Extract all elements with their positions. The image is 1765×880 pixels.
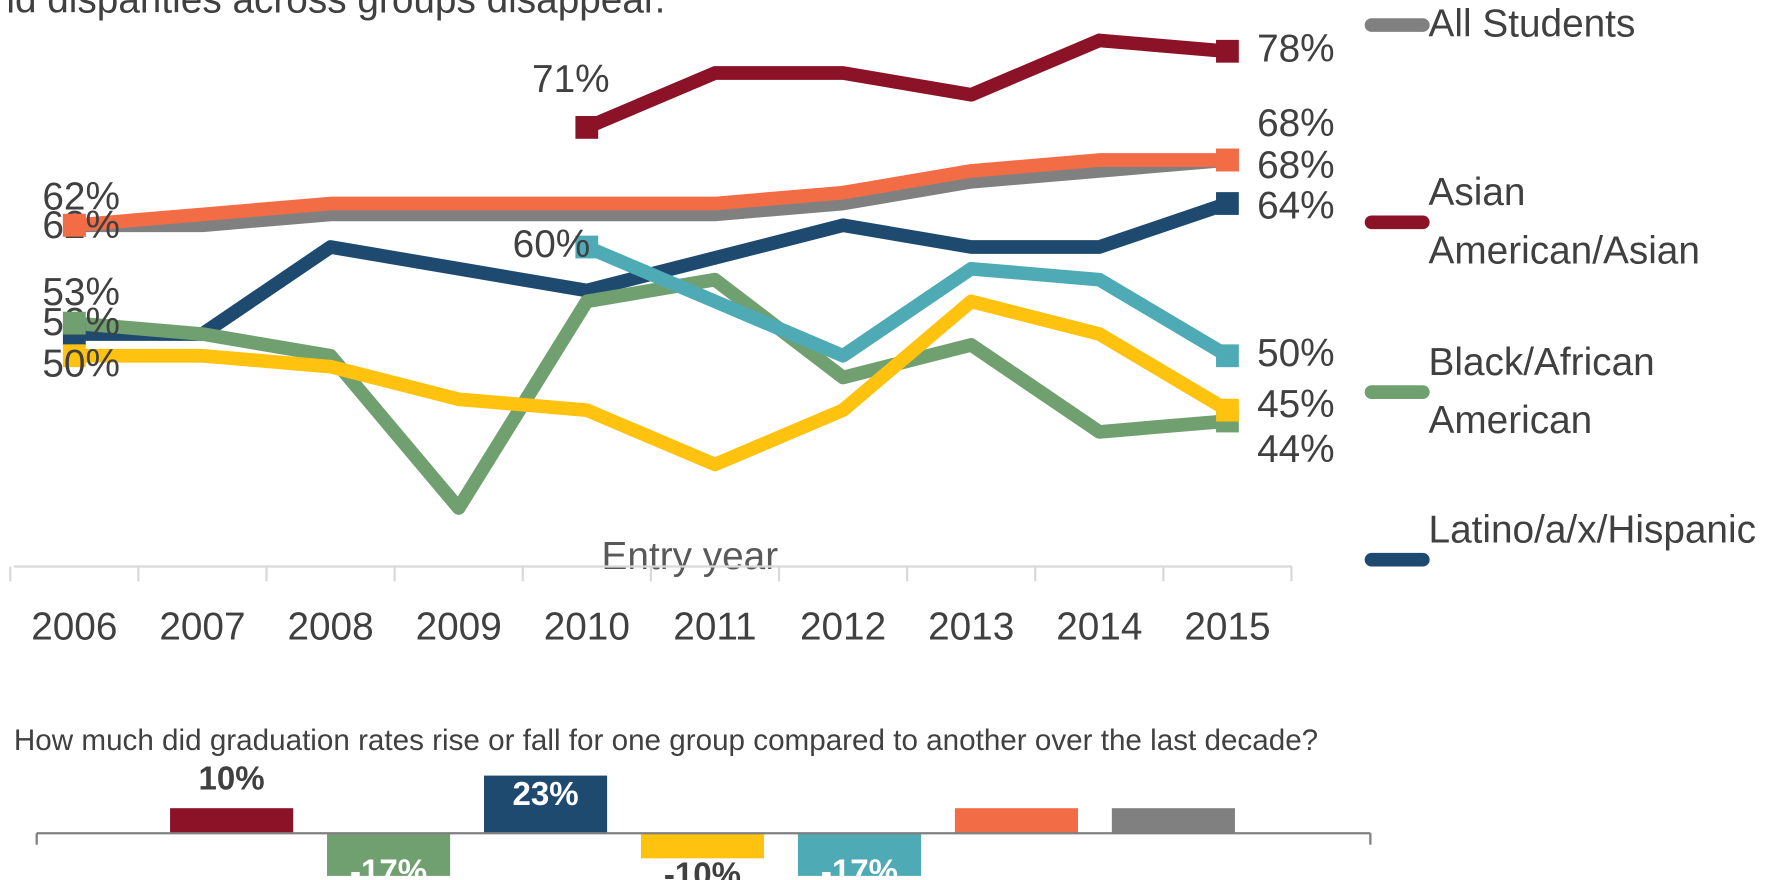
series-line (73, 153, 1228, 233)
legend-entry: Black/African American (1428, 340, 1655, 443)
data-label: -10% (664, 856, 741, 880)
point-marker (1216, 398, 1239, 422)
bar-chart-title: How much did graduation rates rise or fa… (14, 724, 1318, 757)
data-label: 68% (1257, 144, 1335, 187)
x-axis-title: Entry year (602, 535, 779, 578)
data-label: 23% (512, 776, 578, 813)
data-label: 50% (42, 342, 120, 385)
point-marker (575, 115, 599, 139)
data-label: 10% (199, 761, 265, 798)
point-marker (575, 235, 599, 259)
data-label: 53% (42, 271, 120, 314)
series-line (584, 33, 1229, 134)
series-line (74, 153, 1229, 233)
point-marker (62, 213, 86, 237)
legend-label: All Students (1428, 2, 1636, 46)
legend-entry: Latino/a/x/Hispanic (1428, 508, 1756, 552)
data-label: 62% (42, 175, 120, 218)
legend-label: Latino/a/x/Hispanic (1428, 508, 1756, 552)
data-label: 68% (1257, 102, 1335, 145)
data-label: -17% (350, 853, 427, 880)
data-label: 50% (1257, 332, 1335, 375)
series-line (73, 272, 1229, 515)
bar (483, 775, 608, 834)
x-tick-label: 2010 (544, 605, 630, 648)
data-label: -17% (821, 853, 898, 880)
legend-label: Black/African American (1428, 340, 1655, 443)
bar (327, 833, 451, 876)
series-line (74, 294, 1231, 472)
point-marker (1216, 344, 1239, 368)
bar (797, 833, 922, 876)
legend-entry: Asian American/Asian (1428, 170, 1700, 273)
data-label: 71% (532, 58, 610, 101)
data-label: 44% (1257, 428, 1335, 471)
x-tick-label: 2013 (928, 605, 1014, 648)
series-line (584, 240, 1231, 363)
x-tick-label: 2012 (800, 605, 886, 648)
x-tick-label: 2015 (1184, 605, 1270, 648)
x-tick-label: 2009 (416, 605, 502, 648)
bar (954, 808, 1078, 834)
x-tick-label: 2006 (31, 605, 117, 648)
x-tick-label: 2011 (673, 605, 756, 648)
point-marker (1216, 192, 1239, 215)
data-label: 78% (1257, 28, 1335, 71)
point-marker (1216, 148, 1239, 172)
data-label: 60% (513, 223, 591, 266)
bar (170, 808, 294, 834)
point-marker (1216, 39, 1239, 63)
x-tick-label: 2008 (287, 605, 373, 648)
data-label: 64% (1257, 184, 1335, 227)
point-marker (62, 344, 86, 368)
bar (1111, 808, 1235, 834)
legend-entry: All Students (1428, 2, 1636, 46)
x-tick-label: 2007 (159, 605, 245, 648)
x-tick-label: 2014 (1056, 605, 1142, 648)
bar (640, 833, 765, 859)
data-label: 45% (1257, 383, 1335, 426)
point-marker (62, 311, 86, 335)
caption: nd disparities across groups disappear. (0, 0, 665, 22)
legend-label: Asian American/Asian (1428, 170, 1700, 273)
